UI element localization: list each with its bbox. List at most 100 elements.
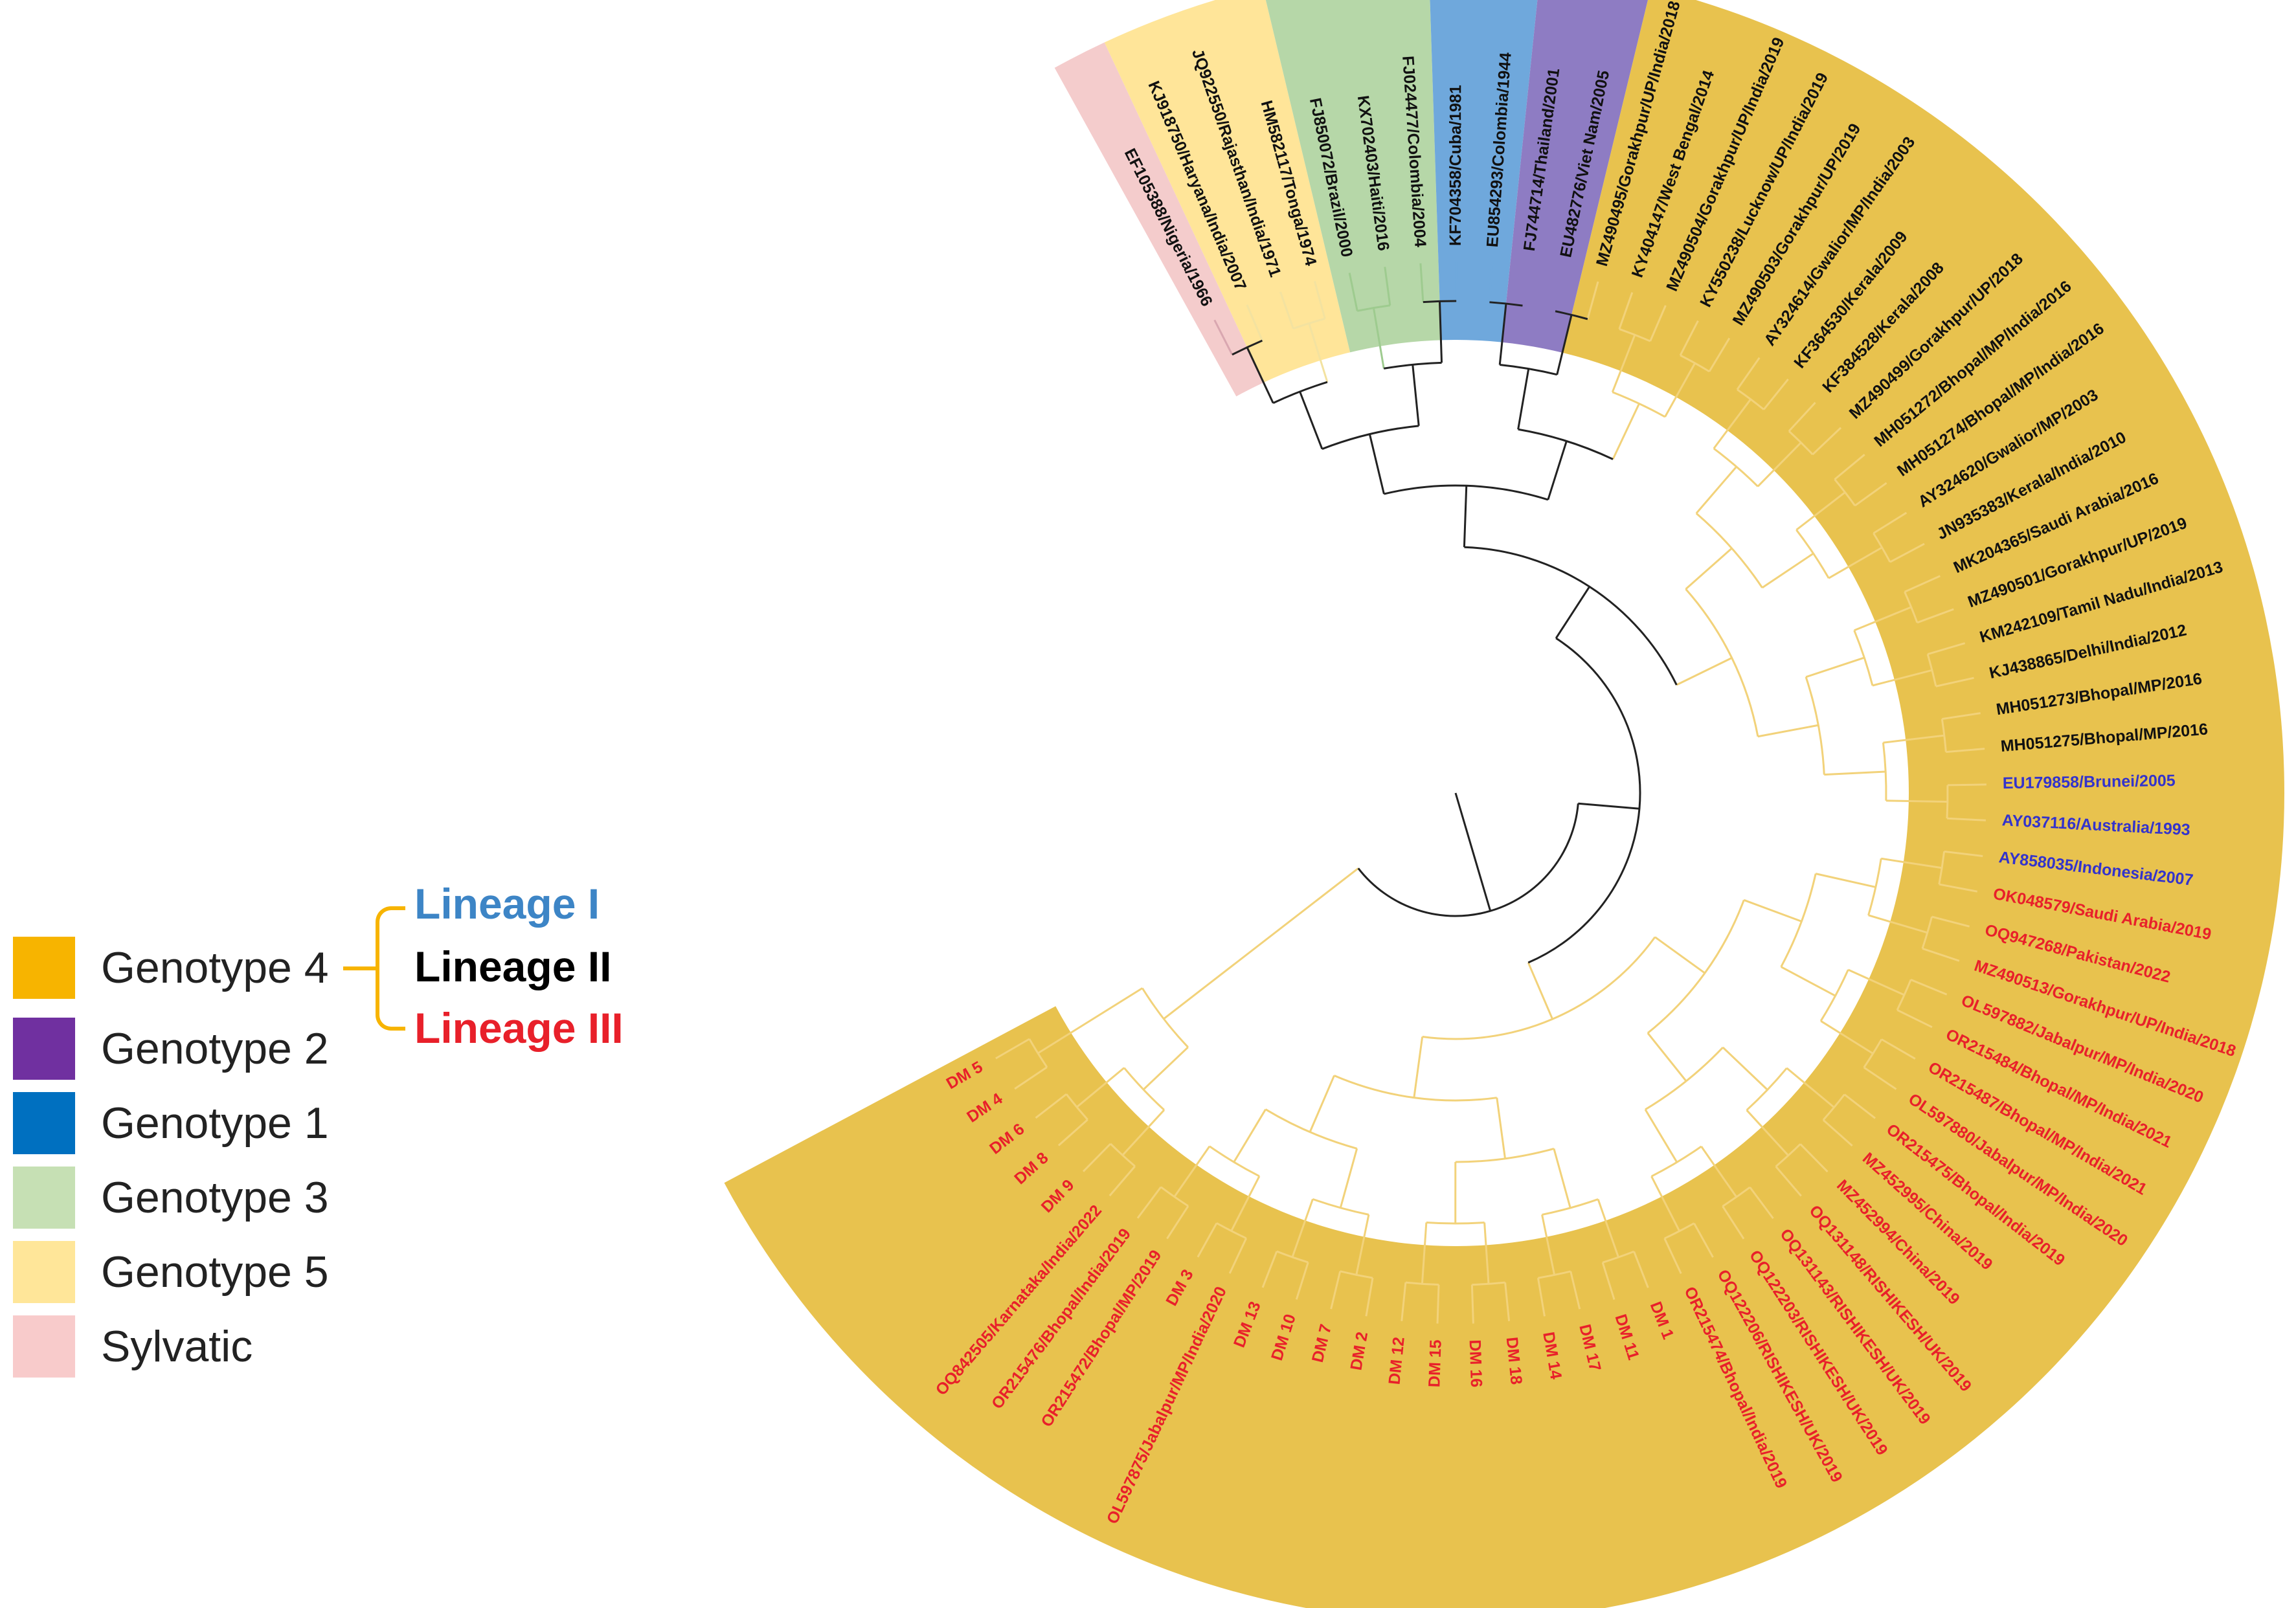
tree-branch	[1757, 724, 1819, 738]
tree-branch	[1504, 1282, 1511, 1321]
tree-branch	[1142, 1046, 1189, 1091]
tree-branch	[1438, 301, 1443, 363]
tree-branch	[1612, 403, 1640, 460]
tree-branch-arc	[1822, 1093, 1845, 1121]
tree-branch-arc	[1938, 851, 1946, 885]
tree-branch	[1037, 987, 1143, 1055]
tree-branch	[1309, 1075, 1335, 1133]
tree-branch	[1384, 267, 1391, 306]
tree-branch	[1881, 1038, 1916, 1060]
tree-branch-arc	[1904, 591, 1919, 623]
tree-branch-arc	[1680, 354, 1710, 373]
tree-branch	[995, 1038, 1030, 1060]
tree-branch	[1746, 1109, 1789, 1156]
tree-branch	[1863, 1066, 1897, 1090]
legend-swatch-genotype-2	[13, 1018, 75, 1080]
tree-branch	[1885, 799, 1948, 803]
tree-branch	[1578, 802, 1640, 810]
tree-branch	[1419, 263, 1424, 302]
tree-branch	[1695, 465, 1737, 514]
tree-branch	[1246, 304, 1263, 341]
tree-branch	[1121, 1109, 1165, 1156]
tree-branch	[1348, 273, 1358, 311]
tree-branch	[1927, 642, 1966, 655]
tree-branch	[1820, 1020, 1874, 1055]
tree-branch	[1109, 1165, 1136, 1197]
tree-branch	[1795, 491, 1846, 531]
tip-label: KF704358/Cuba/1981	[1446, 85, 1465, 246]
tree-branch	[1527, 962, 1554, 1020]
tree-branch	[1946, 748, 1985, 754]
tree-branch	[1788, 401, 1816, 432]
legend-label-genotype-4: Genotype 4	[101, 943, 329, 992]
tip-label: DM 16	[1466, 1339, 1485, 1388]
tree-branch	[1743, 899, 1802, 922]
tree-branch	[1824, 770, 1886, 776]
tree-branch	[1679, 320, 1699, 356]
tree-branch	[1904, 575, 1941, 593]
tree-branch	[1935, 676, 1974, 687]
tree-branch	[1931, 915, 1970, 928]
tree-branch	[1330, 1271, 1342, 1310]
legend-row-genotype-1: Genotype 1	[13, 1088, 329, 1159]
tree-branch	[1496, 1097, 1507, 1159]
tree-root-branch	[1454, 792, 1492, 911]
tree-branch-arc	[1775, 1143, 1801, 1168]
tree-branch-arc	[1896, 979, 1912, 1011]
lineage-bracket-connector	[343, 966, 376, 970]
tree-branch	[1883, 734, 1944, 744]
tree-branch	[1644, 1109, 1678, 1163]
tree-branch	[1035, 1093, 1067, 1119]
tree-branch	[1749, 1187, 1774, 1220]
tree-branch	[1812, 427, 1842, 456]
tree-branch	[1412, 364, 1420, 426]
tree-branch	[1355, 1214, 1370, 1275]
tree-branch	[1547, 440, 1568, 500]
tree-branch	[1722, 1205, 1745, 1240]
tree-branch	[1775, 1165, 1802, 1197]
tree-branch	[1854, 606, 1912, 632]
tree-branch	[1261, 1251, 1278, 1288]
tree-branch	[1553, 1148, 1571, 1209]
tree-branch	[1597, 1199, 1619, 1258]
legend-row-genotype-5: Genotype 5	[13, 1236, 329, 1308]
tree-branch	[1822, 1119, 1853, 1147]
tree-branch	[1570, 1271, 1581, 1310]
tree-branch	[1618, 292, 1634, 329]
tree-branch	[1663, 1238, 1682, 1275]
tree-branch-arc	[1695, 512, 1763, 588]
tree-branch-arc	[1788, 430, 1814, 456]
tree-branch	[1762, 378, 1789, 410]
tree-branch	[1654, 936, 1705, 974]
tree-branch-arc	[1921, 916, 1933, 949]
tree-branch	[1647, 1032, 1687, 1082]
tree-branch	[1693, 1222, 1714, 1258]
tree-branch	[1556, 315, 1573, 375]
legend-swatch-genotype-3	[13, 1167, 75, 1229]
tree-branch	[1942, 712, 1981, 720]
tree-branch	[1676, 656, 1733, 686]
tree-branch	[1889, 542, 1925, 563]
tree-branch	[1541, 1214, 1556, 1275]
tree-branch	[1498, 303, 1507, 365]
tree-branch	[1805, 656, 1865, 678]
tree-branch	[1488, 263, 1494, 302]
tree-branch	[1413, 1036, 1424, 1098]
tree-branch	[1057, 1119, 1088, 1146]
tree-branch	[1650, 1176, 1681, 1232]
tree-branch	[1586, 281, 1599, 320]
tree-branch-arc	[1834, 478, 1856, 506]
tree-branch-arc	[1265, 1108, 1358, 1150]
legend-swatch-sylvatic	[13, 1315, 75, 1378]
tree-branch	[1854, 482, 1887, 507]
tree-branch	[1536, 1277, 1546, 1317]
legend-row-genotype-4: Genotype 4	[13, 932, 329, 1003]
tree-branch	[1685, 547, 1733, 590]
tree-branch	[1722, 1046, 1768, 1091]
tree-branch	[1299, 391, 1323, 450]
legend-swatch-genotype-1	[13, 1092, 75, 1154]
lineage-label-2: Lineage II	[414, 943, 612, 990]
tree-branch	[1843, 1093, 1876, 1119]
tree-branch	[1611, 334, 1636, 393]
